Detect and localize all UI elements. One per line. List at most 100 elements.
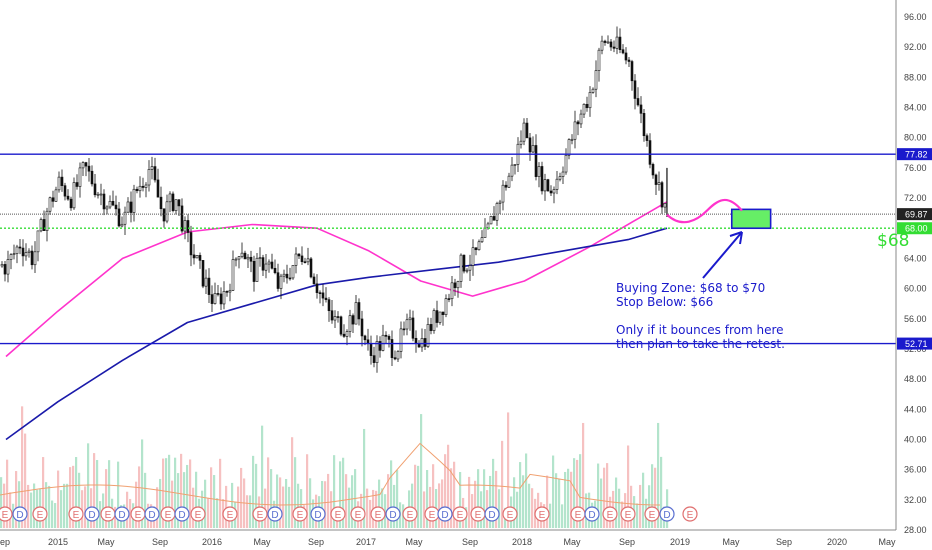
dividend-marker-label: D (118, 510, 125, 521)
candle-body (189, 232, 193, 256)
volume-bar (468, 476, 471, 528)
x-tick-label: May (563, 537, 581, 547)
price-line-label: 68.00 (905, 224, 928, 234)
candle-body (540, 166, 544, 192)
volume-bar (597, 463, 600, 528)
earnings-marker-label: E (37, 510, 44, 521)
candle-body (18, 246, 22, 249)
arrow-head (729, 231, 743, 245)
candle-body (537, 166, 541, 177)
volume-bar (513, 477, 516, 528)
candle-body (558, 176, 562, 180)
volume-bar (51, 500, 54, 528)
candle-body (174, 199, 178, 211)
volume-bar (501, 440, 504, 528)
candle-body (252, 260, 256, 282)
candle-body (552, 189, 556, 194)
candle-body (249, 256, 253, 262)
candle-body (489, 216, 493, 225)
candle-body (102, 193, 106, 210)
candle-body (573, 121, 577, 140)
candle-body (528, 137, 532, 153)
annotation-arrow (702, 231, 743, 279)
x-tick-label: May (253, 537, 271, 547)
candle-body (453, 282, 457, 289)
candle-body (504, 184, 508, 188)
candle-body (87, 165, 91, 172)
volume-bar (237, 486, 240, 528)
volume-bar (432, 464, 435, 528)
candle-body (579, 113, 583, 125)
volume-bar (651, 464, 654, 528)
volume-bar (309, 478, 312, 528)
candle-body (576, 121, 580, 125)
candle-body (435, 310, 439, 323)
volume-bar (42, 457, 45, 528)
volume-bar (246, 495, 249, 528)
candle-body (108, 200, 112, 208)
volume-bar (660, 456, 663, 528)
candle-body (141, 185, 145, 188)
candle-body (534, 145, 538, 177)
volume-bar (648, 485, 651, 528)
candle-body (612, 46, 616, 49)
volume-bar (570, 471, 573, 528)
volume-bar (159, 478, 162, 528)
candle-body (351, 315, 355, 325)
volume-bar (114, 506, 117, 528)
dividend-marker (437, 506, 453, 522)
earnings-marker-label: E (687, 510, 694, 521)
volume-bar (420, 414, 423, 528)
candle-body (591, 88, 595, 93)
volume-bar (279, 477, 282, 528)
volume-bar (84, 486, 87, 528)
candle-body (606, 41, 610, 44)
candle-body (327, 299, 331, 312)
volume-bar (108, 460, 111, 528)
volume-bar (138, 466, 141, 528)
earnings-marker-label: E (257, 510, 264, 521)
candle-body (561, 171, 565, 177)
moving-averages (5, 201, 668, 441)
dividend-marker (12, 506, 28, 522)
volume-bar (204, 479, 207, 528)
candle-body (390, 339, 394, 358)
candle-body (645, 135, 649, 141)
candle-body (3, 264, 7, 275)
candle-body (24, 252, 28, 257)
volume-bar (225, 485, 228, 528)
volume-bar (24, 433, 27, 528)
candle-body (549, 190, 553, 194)
candle-body (27, 250, 31, 253)
candle-body (432, 310, 436, 331)
candle-body (381, 334, 385, 351)
candle-body (405, 319, 409, 330)
x-tick-label: Sep (776, 537, 792, 547)
annotation-buying-zone: Buying Zone: $68 to $70 (616, 281, 765, 295)
projection-curve (666, 199, 743, 224)
candle-body (465, 269, 469, 272)
earnings-marker-label: E (2, 510, 9, 521)
candle-body (72, 182, 76, 209)
candle-body (423, 338, 427, 347)
candle-body (21, 247, 25, 257)
dividend-marker (584, 506, 600, 522)
candle-body (12, 253, 16, 255)
candle-body (240, 252, 244, 258)
volume-bar (324, 481, 327, 528)
volume-bar (27, 484, 30, 528)
volume-bar (441, 479, 444, 528)
volume-bar (219, 458, 222, 528)
volume-bar (216, 498, 219, 528)
candle-body (318, 292, 322, 294)
candle-body (75, 182, 79, 187)
volume-bar (69, 467, 72, 528)
candle-body (273, 267, 277, 274)
dividend-marker (84, 506, 100, 522)
volume-bar (45, 482, 48, 528)
volume-bar (171, 480, 174, 528)
volume-bar (378, 479, 381, 528)
volume-bar (297, 483, 300, 528)
support-level-label: $68 (877, 231, 909, 251)
volume-bar (459, 472, 462, 528)
